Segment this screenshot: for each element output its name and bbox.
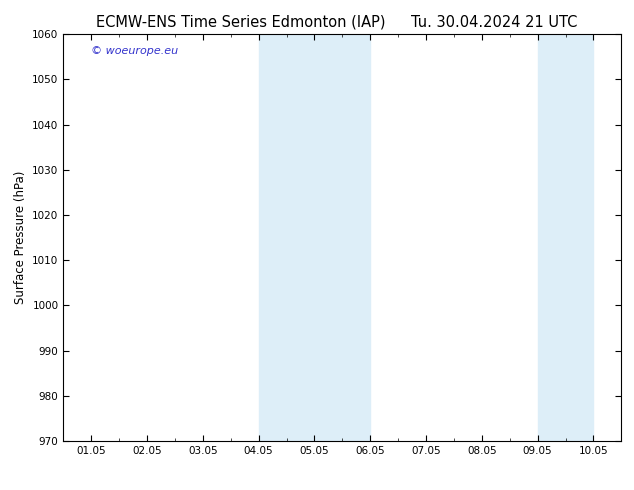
Text: Tu. 30.04.2024 21 UTC: Tu. 30.04.2024 21 UTC bbox=[411, 15, 578, 30]
Text: © woeurope.eu: © woeurope.eu bbox=[91, 46, 178, 55]
Bar bbox=[259, 34, 287, 441]
Text: ECMW-ENS Time Series Edmonton (IAP): ECMW-ENS Time Series Edmonton (IAP) bbox=[96, 15, 385, 30]
Bar bbox=[342, 34, 370, 441]
Bar bbox=[566, 34, 593, 441]
Bar bbox=[287, 34, 342, 441]
Y-axis label: Surface Pressure (hPa): Surface Pressure (hPa) bbox=[14, 171, 27, 304]
Bar bbox=[538, 34, 566, 441]
